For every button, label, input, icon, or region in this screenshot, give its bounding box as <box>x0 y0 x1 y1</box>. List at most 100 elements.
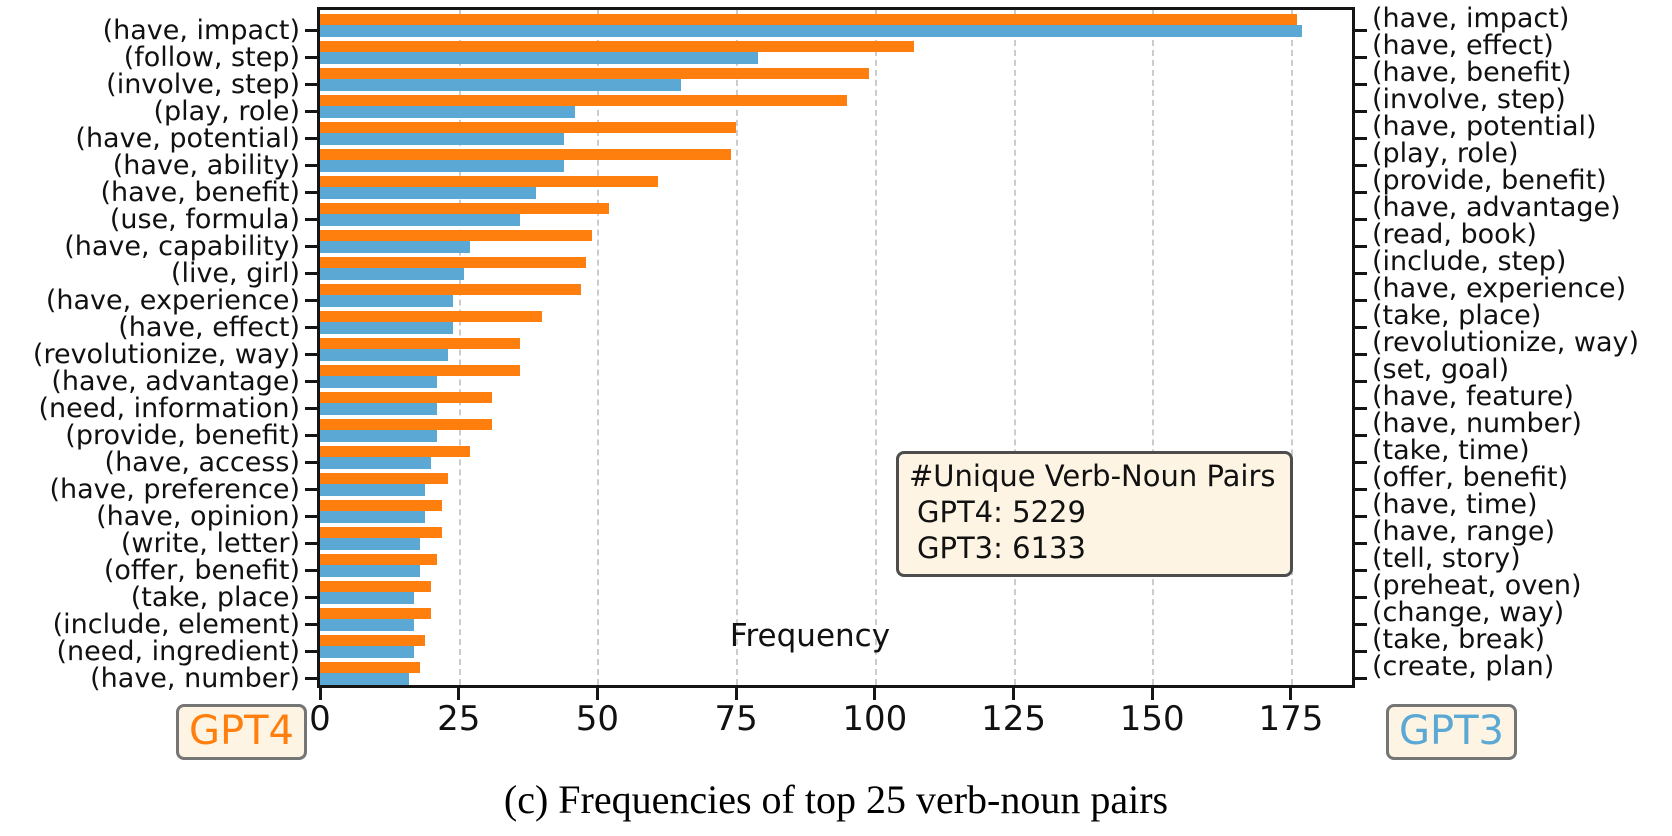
y-label-gpt3: (tell, story) <box>1372 543 1521 574</box>
y-label-gpt3: (have, potential) <box>1372 111 1597 142</box>
bar-gpt3 <box>320 592 415 604</box>
y-label-gpt3: (have, impact) <box>1372 3 1570 34</box>
y-tick-left <box>305 677 317 680</box>
y-tick-left <box>305 218 317 221</box>
bar-gpt3 <box>320 79 681 91</box>
y-label-gpt3: (take, time) <box>1372 435 1530 466</box>
x-tick-label-0: 0 <box>309 699 331 739</box>
bar-gpt4 <box>320 149 731 160</box>
bar-gpt3 <box>320 484 426 496</box>
y-tick-right <box>1355 515 1367 518</box>
bar-gpt4 <box>320 662 420 673</box>
bar-gpt3 <box>320 511 426 523</box>
y-label-gpt4: (have, preference) <box>49 474 300 505</box>
y-label-gpt4: (involve, step) <box>106 69 300 100</box>
y-tick-right <box>1355 542 1367 545</box>
y-tick-right <box>1355 110 1367 113</box>
bar-gpt4 <box>320 581 431 592</box>
y-tick-right <box>1355 56 1367 59</box>
y-label-gpt4: (have, advantage) <box>51 366 300 397</box>
bar-gpt3 <box>320 160 565 172</box>
bar-gpt4 <box>320 527 443 538</box>
bar-gpt4 <box>320 68 870 79</box>
y-tick-left <box>305 272 317 275</box>
y-label-gpt3: (change, way) <box>1372 597 1565 628</box>
y-tick-left <box>305 56 317 59</box>
y-label-gpt4: (have, impact) <box>102 15 300 46</box>
y-label-gpt3: (include, step) <box>1372 246 1567 277</box>
gridline-150 <box>1152 10 1155 685</box>
y-label-gpt4: (have, benefit) <box>100 177 300 208</box>
bar-gpt3 <box>320 241 470 253</box>
bar-gpt3 <box>320 106 576 118</box>
x-axis-title: Frequency <box>729 618 891 654</box>
x-tick-label-100: 100 <box>842 699 908 739</box>
y-tick-right <box>1355 326 1367 329</box>
y-tick-right <box>1355 461 1367 464</box>
y-label-gpt4: (play, role) <box>153 96 300 127</box>
x-tick-label-125: 125 <box>981 699 1046 739</box>
y-label-gpt4: (offer, benefit) <box>103 555 300 586</box>
y-label-gpt3: (provide, benefit) <box>1372 165 1607 196</box>
y-label-gpt3: (have, experience) <box>1372 273 1627 304</box>
x-tick-label-25: 25 <box>437 699 481 739</box>
y-tick-left <box>305 488 317 491</box>
annotation-title: #Unique Verb-Noun Pairs <box>909 459 1276 493</box>
y-tick-left <box>305 515 317 518</box>
x-tick-label-150: 150 <box>1119 699 1185 739</box>
y-tick-right <box>1355 596 1367 599</box>
gridline-175 <box>1290 10 1293 685</box>
x-tick-125 <box>1012 688 1016 700</box>
y-tick-right <box>1355 164 1367 167</box>
y-label-gpt3: (have, range) <box>1372 516 1555 547</box>
bar-gpt3 <box>320 25 1303 37</box>
bar-gpt4 <box>320 392 492 403</box>
y-tick-left <box>305 650 317 653</box>
bar-gpt3 <box>320 646 415 658</box>
y-label-gpt4: (take, place) <box>130 582 300 613</box>
y-tick-right <box>1355 623 1367 626</box>
y-tick-left <box>305 191 317 194</box>
y-tick-right <box>1355 677 1367 680</box>
y-tick-right <box>1355 407 1367 410</box>
gridline-100 <box>874 10 877 685</box>
bar-gpt4 <box>320 635 426 646</box>
y-label-gpt3: (take, place) <box>1372 300 1542 331</box>
y-label-gpt4: (have, experience) <box>45 285 300 316</box>
y-label-gpt3: (involve, step) <box>1372 84 1566 115</box>
y-tick-right <box>1355 191 1367 194</box>
bar-gpt4 <box>320 230 592 241</box>
y-label-gpt3: (have, advantage) <box>1372 192 1621 223</box>
y-tick-left <box>305 542 317 545</box>
x-tick-75 <box>734 688 738 700</box>
plot-area <box>317 7 1355 688</box>
y-tick-right <box>1355 569 1367 572</box>
y-label-gpt4: (have, opinion) <box>96 501 300 532</box>
y-tick-left <box>305 407 317 410</box>
bar-gpt3 <box>320 376 437 388</box>
bar-gpt3 <box>320 430 437 442</box>
y-tick-left <box>305 434 317 437</box>
x-tick-0 <box>318 688 322 700</box>
y-tick-right <box>1355 272 1367 275</box>
y-label-gpt4: (have, ability) <box>112 150 300 181</box>
bar-gpt3 <box>320 268 465 280</box>
legend-gpt4: GPT4 <box>176 704 307 760</box>
x-tick-100 <box>873 688 877 700</box>
bar-gpt4 <box>320 311 542 322</box>
x-tick-50 <box>595 688 599 700</box>
y-label-gpt3: (offer, benefit) <box>1372 462 1569 493</box>
y-tick-right <box>1355 29 1367 32</box>
y-label-gpt4: (follow, step) <box>123 42 300 73</box>
y-label-gpt4: (write, letter) <box>120 528 300 559</box>
y-label-gpt3: (revolutionize, way) <box>1372 327 1640 358</box>
y-label-gpt4: (have, effect) <box>118 312 300 343</box>
gridline-75 <box>736 10 739 685</box>
legend-gpt3: GPT3 <box>1386 704 1517 760</box>
bar-gpt3 <box>320 457 431 469</box>
x-tick-175 <box>1289 688 1293 700</box>
y-tick-left <box>305 326 317 329</box>
y-tick-right <box>1355 650 1367 653</box>
y-tick-left <box>305 596 317 599</box>
